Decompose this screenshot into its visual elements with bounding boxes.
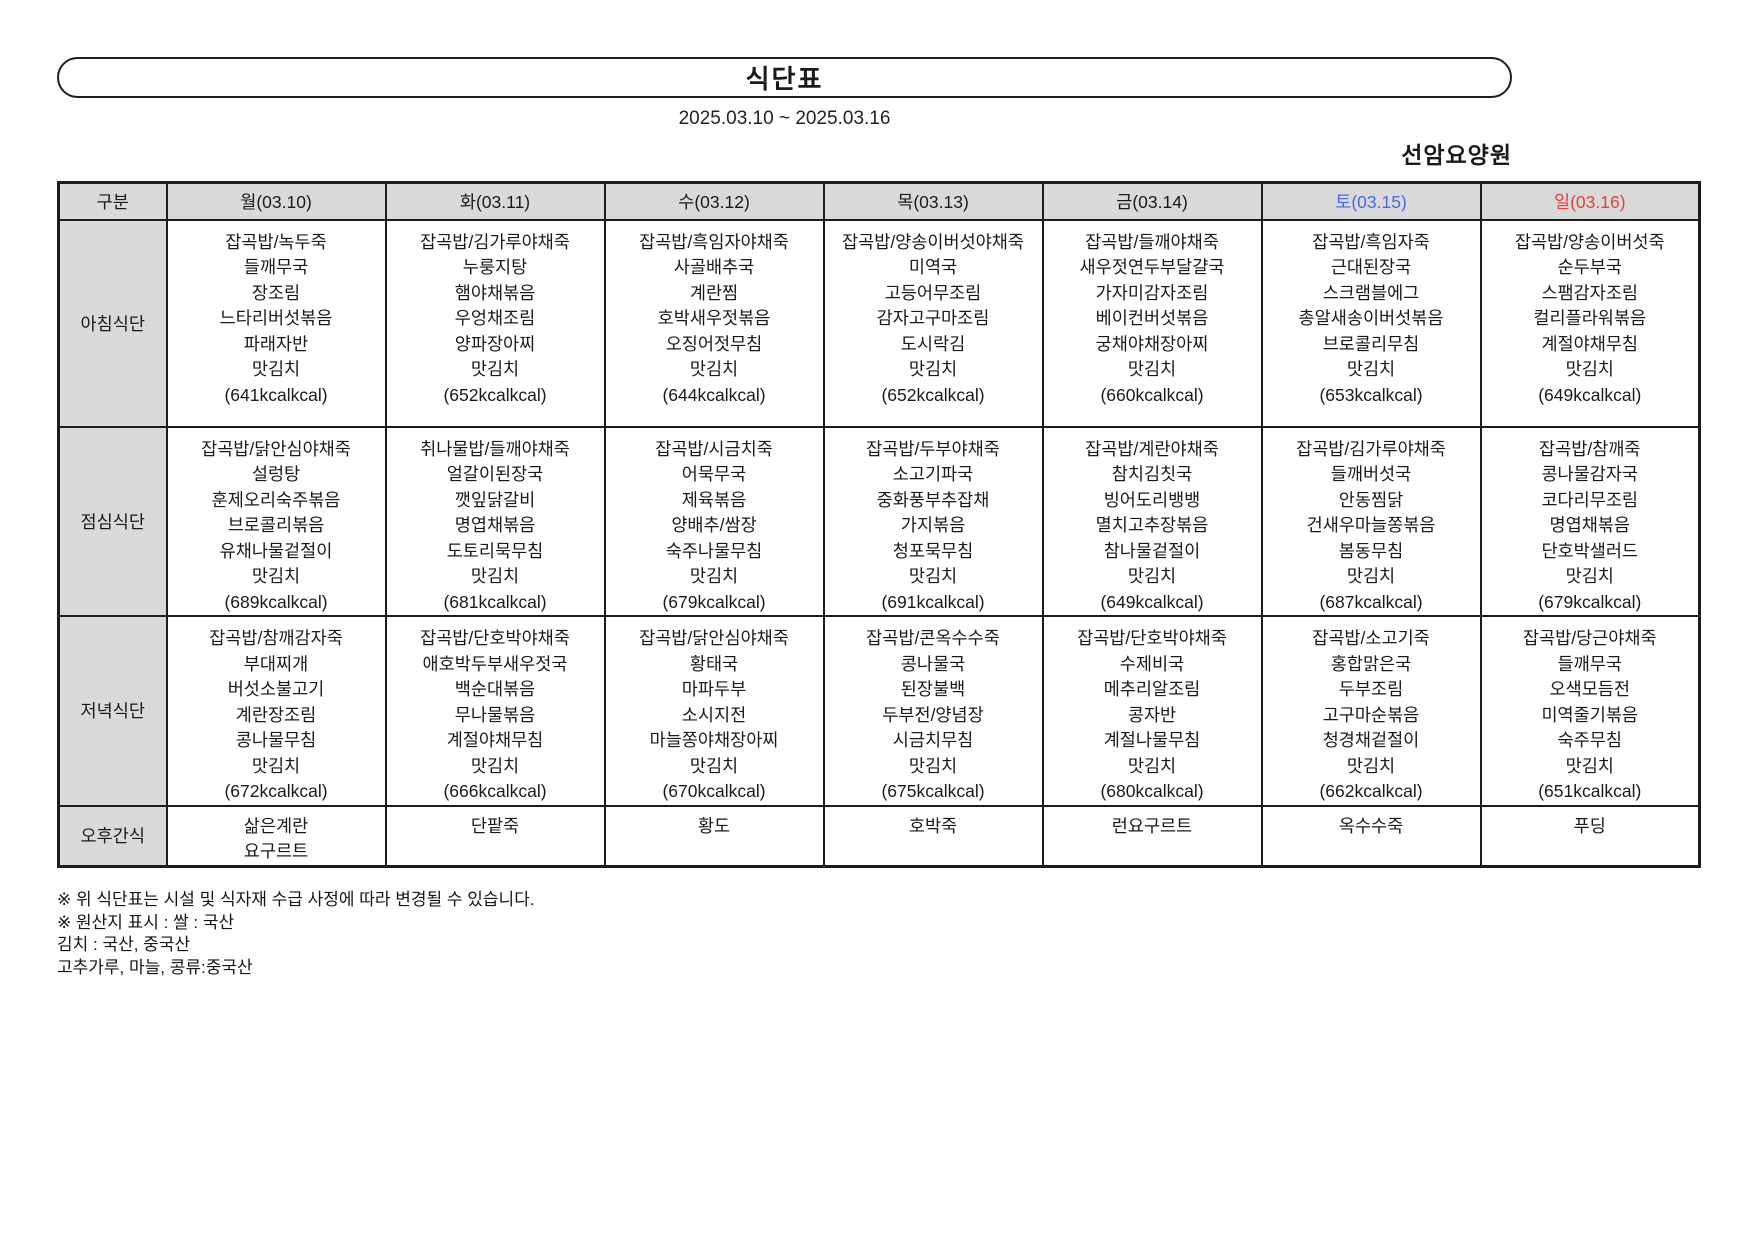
day-header-sat: 토(03.15) <box>1260 181 1482 221</box>
menu-cell-breakfast-mon: 잡곡밥/녹두죽 들깨무국 장조림 느타리버섯볶음 파래자반 맛김치 (641kc… <box>165 218 387 428</box>
row-header-snack: 오후간식 <box>57 804 168 868</box>
menu-cell-breakfast-wed: 잡곡밥/흑임자야채죽 사골배추국 계란찜 호박새우젓볶음 오징어젓무침 맛김치 … <box>603 218 825 428</box>
facility-name: 선암요양원 <box>1401 142 1512 168</box>
row-header-breakfast: 아침식단 <box>57 218 168 428</box>
menu-cell-breakfast-fri: 잡곡밥/들깨야채죽 새우젓연두부달걀국 가자미감자조림 베이컨버섯볶음 궁채야채… <box>1041 218 1263 428</box>
table-header-row: 구분 월(03.10) 화(03.11) 수(03.12) 목(03.13) 금… <box>57 181 1701 221</box>
menu-cell-snack-thu: 호박죽 <box>822 804 1044 868</box>
menu-cell-snack-tue: 단팥죽 <box>384 804 606 868</box>
menu-cell-snack-sat: 옥수수죽 <box>1260 804 1482 868</box>
row-header-lunch: 점심식단 <box>57 425 168 617</box>
footer-notes: ※ 위 식단표는 시설 및 식자재 수급 사정에 따라 변경될 수 있습니다. … <box>57 889 1754 979</box>
menu-cell-snack-fri: 런요구르트 <box>1041 804 1263 868</box>
menu-cell-snack-mon: 삶은계란 요구르트 <box>165 804 387 868</box>
menu-cell-dinner-thu: 잡곡밥/콘옥수수죽 콩나물국 된장불백 두부전/양념장 시금치무침 맛김치 (6… <box>822 615 1044 807</box>
menu-cell-breakfast-sun: 잡곡밥/양송이버섯죽 순두부국 스팸감자조림 컬리플라워볶음 계절야채무침 맛김… <box>1479 218 1701 428</box>
menu-cell-lunch-thu: 잡곡밥/두부야채죽 소고기파국 중화풍부추잡채 가지볶음 청포묵무침 맛김치 (… <box>822 425 1044 617</box>
date-range: 2025.03.10 ~ 2025.03.16 <box>678 108 891 129</box>
day-header-mon: 월(03.10) <box>165 181 387 221</box>
menu-cell-dinner-sun: 잡곡밥/당근야채죽 들깨무국 오색모듬전 미역줄기볶음 숙주무침 맛김치 (65… <box>1479 615 1701 807</box>
corner-header: 구분 <box>57 181 168 221</box>
day-header-sun: 일(03.16) <box>1479 181 1701 221</box>
menu-cell-lunch-sun: 잡곡밥/참깨죽 콩나물감자국 코다리무조림 명엽채볶음 단호박샐러드 맛김치 (… <box>1479 425 1701 617</box>
menu-cell-dinner-tue: 잡곡밥/단호박야채죽 애호박두부새우젓국 백순대볶음 무나물볶음 계절야채무침 … <box>384 615 606 807</box>
menu-cell-lunch-tue: 취나물밥/들깨야채죽 얼갈이된장국 깻잎닭갈비 명엽채볶음 도토리묵무침 맛김치… <box>384 425 606 617</box>
snack-row: 오후간식 삶은계란 요구르트 단팥죽 황도 호박죽 런요구르트 옥수수죽 푸딩 <box>57 804 1701 868</box>
menu-cell-dinner-mon: 잡곡밥/참깨감자죽 부대찌개 버섯소불고기 계란장조림 콩나물무침 맛김치 (6… <box>165 615 387 807</box>
menu-cell-lunch-fri: 잡곡밥/계란야채죽 참치김칫국 빙어도리뱅뱅 멸치고추장볶음 참나물겉절이 맛김… <box>1041 425 1263 617</box>
menu-cell-snack-wed: 황도 <box>603 804 825 868</box>
footer-note-change: ※ 위 식단표는 시설 및 식자재 수급 사정에 따라 변경될 수 있습니다. <box>57 890 535 909</box>
row-header-dinner: 저녁식단 <box>57 615 168 807</box>
day-header-fri: 금(03.14) <box>1041 181 1263 221</box>
meal-plan-table: 구분 월(03.10) 화(03.11) 수(03.12) 목(03.13) 금… <box>57 181 1701 868</box>
title-pill: 식단표 <box>57 57 1512 98</box>
menu-cell-dinner-sat: 잡곡밥/소고기죽 홍합맑은국 두부조림 고구마순볶음 청경채겉절이 맛김치 (6… <box>1260 615 1482 807</box>
menu-cell-lunch-sat: 잡곡밥/김가루야채죽 들깨버섯국 안동찜닭 건새우마늘쫑볶음 봄동무침 맛김치 … <box>1260 425 1482 617</box>
menu-cell-breakfast-thu: 잡곡밥/양송이버섯야채죽 미역국 고등어무조림 감자고구마조림 도시락김 맛김치… <box>822 218 1044 428</box>
day-header-thu: 목(03.13) <box>822 181 1044 221</box>
footer-note-origin-kimchi: 김치 : 국산, 중국산 <box>57 935 191 954</box>
page-title: 식단표 <box>745 64 824 94</box>
menu-cell-dinner-fri: 잡곡밥/단호박야채죽 수제비국 메추리알조림 콩자반 계절나물무침 맛김치 (6… <box>1041 615 1263 807</box>
footer-note-origin-rice: ※ 원산지 표시 : 쌀 : 국산 <box>57 912 235 932</box>
menu-cell-dinner-wed: 잡곡밥/닭안심야채죽 황태국 마파두부 소시지전 마늘쫑야채장아찌 맛김치 (6… <box>603 615 825 807</box>
day-header-tue: 화(03.11) <box>384 181 606 221</box>
breakfast-row: 아침식단 잡곡밥/녹두죽 들깨무국 장조림 느타리버섯볶음 파래자반 맛김치 (… <box>57 218 1701 428</box>
menu-cell-snack-sun: 푸딩 <box>1479 804 1701 868</box>
menu-cell-breakfast-sat: 잡곡밥/흑임자죽 근대된장국 스크램블에그 총알새송이버섯볶음 브로콜리무침 맛… <box>1260 218 1482 428</box>
menu-cell-breakfast-tue: 잡곡밥/김가루야채죽 누룽지탕 햄야채볶음 우엉채조림 양파장아찌 맛김치 (6… <box>384 218 606 428</box>
day-header-wed: 수(03.12) <box>603 181 825 221</box>
dinner-row: 저녁식단 잡곡밥/참깨감자죽 부대찌개 버섯소불고기 계란장조림 콩나물무침 맛… <box>57 615 1701 807</box>
footer-note-origin-etc: 고추가루, 마늘, 콩류:중국산 <box>57 957 253 977</box>
menu-cell-lunch-wed: 잡곡밥/시금치죽 어묵무국 제육볶음 양배추/쌈장 숙주나물무침 맛김치 (67… <box>603 425 825 617</box>
menu-cell-lunch-mon: 잡곡밥/닭안심야채죽 설렁탕 훈제오리숙주볶음 브로콜리볶음 유채나물겉절이 맛… <box>165 425 387 617</box>
lunch-row: 점심식단 잡곡밥/닭안심야채죽 설렁탕 훈제오리숙주볶음 브로콜리볶음 유채나물… <box>57 425 1701 617</box>
